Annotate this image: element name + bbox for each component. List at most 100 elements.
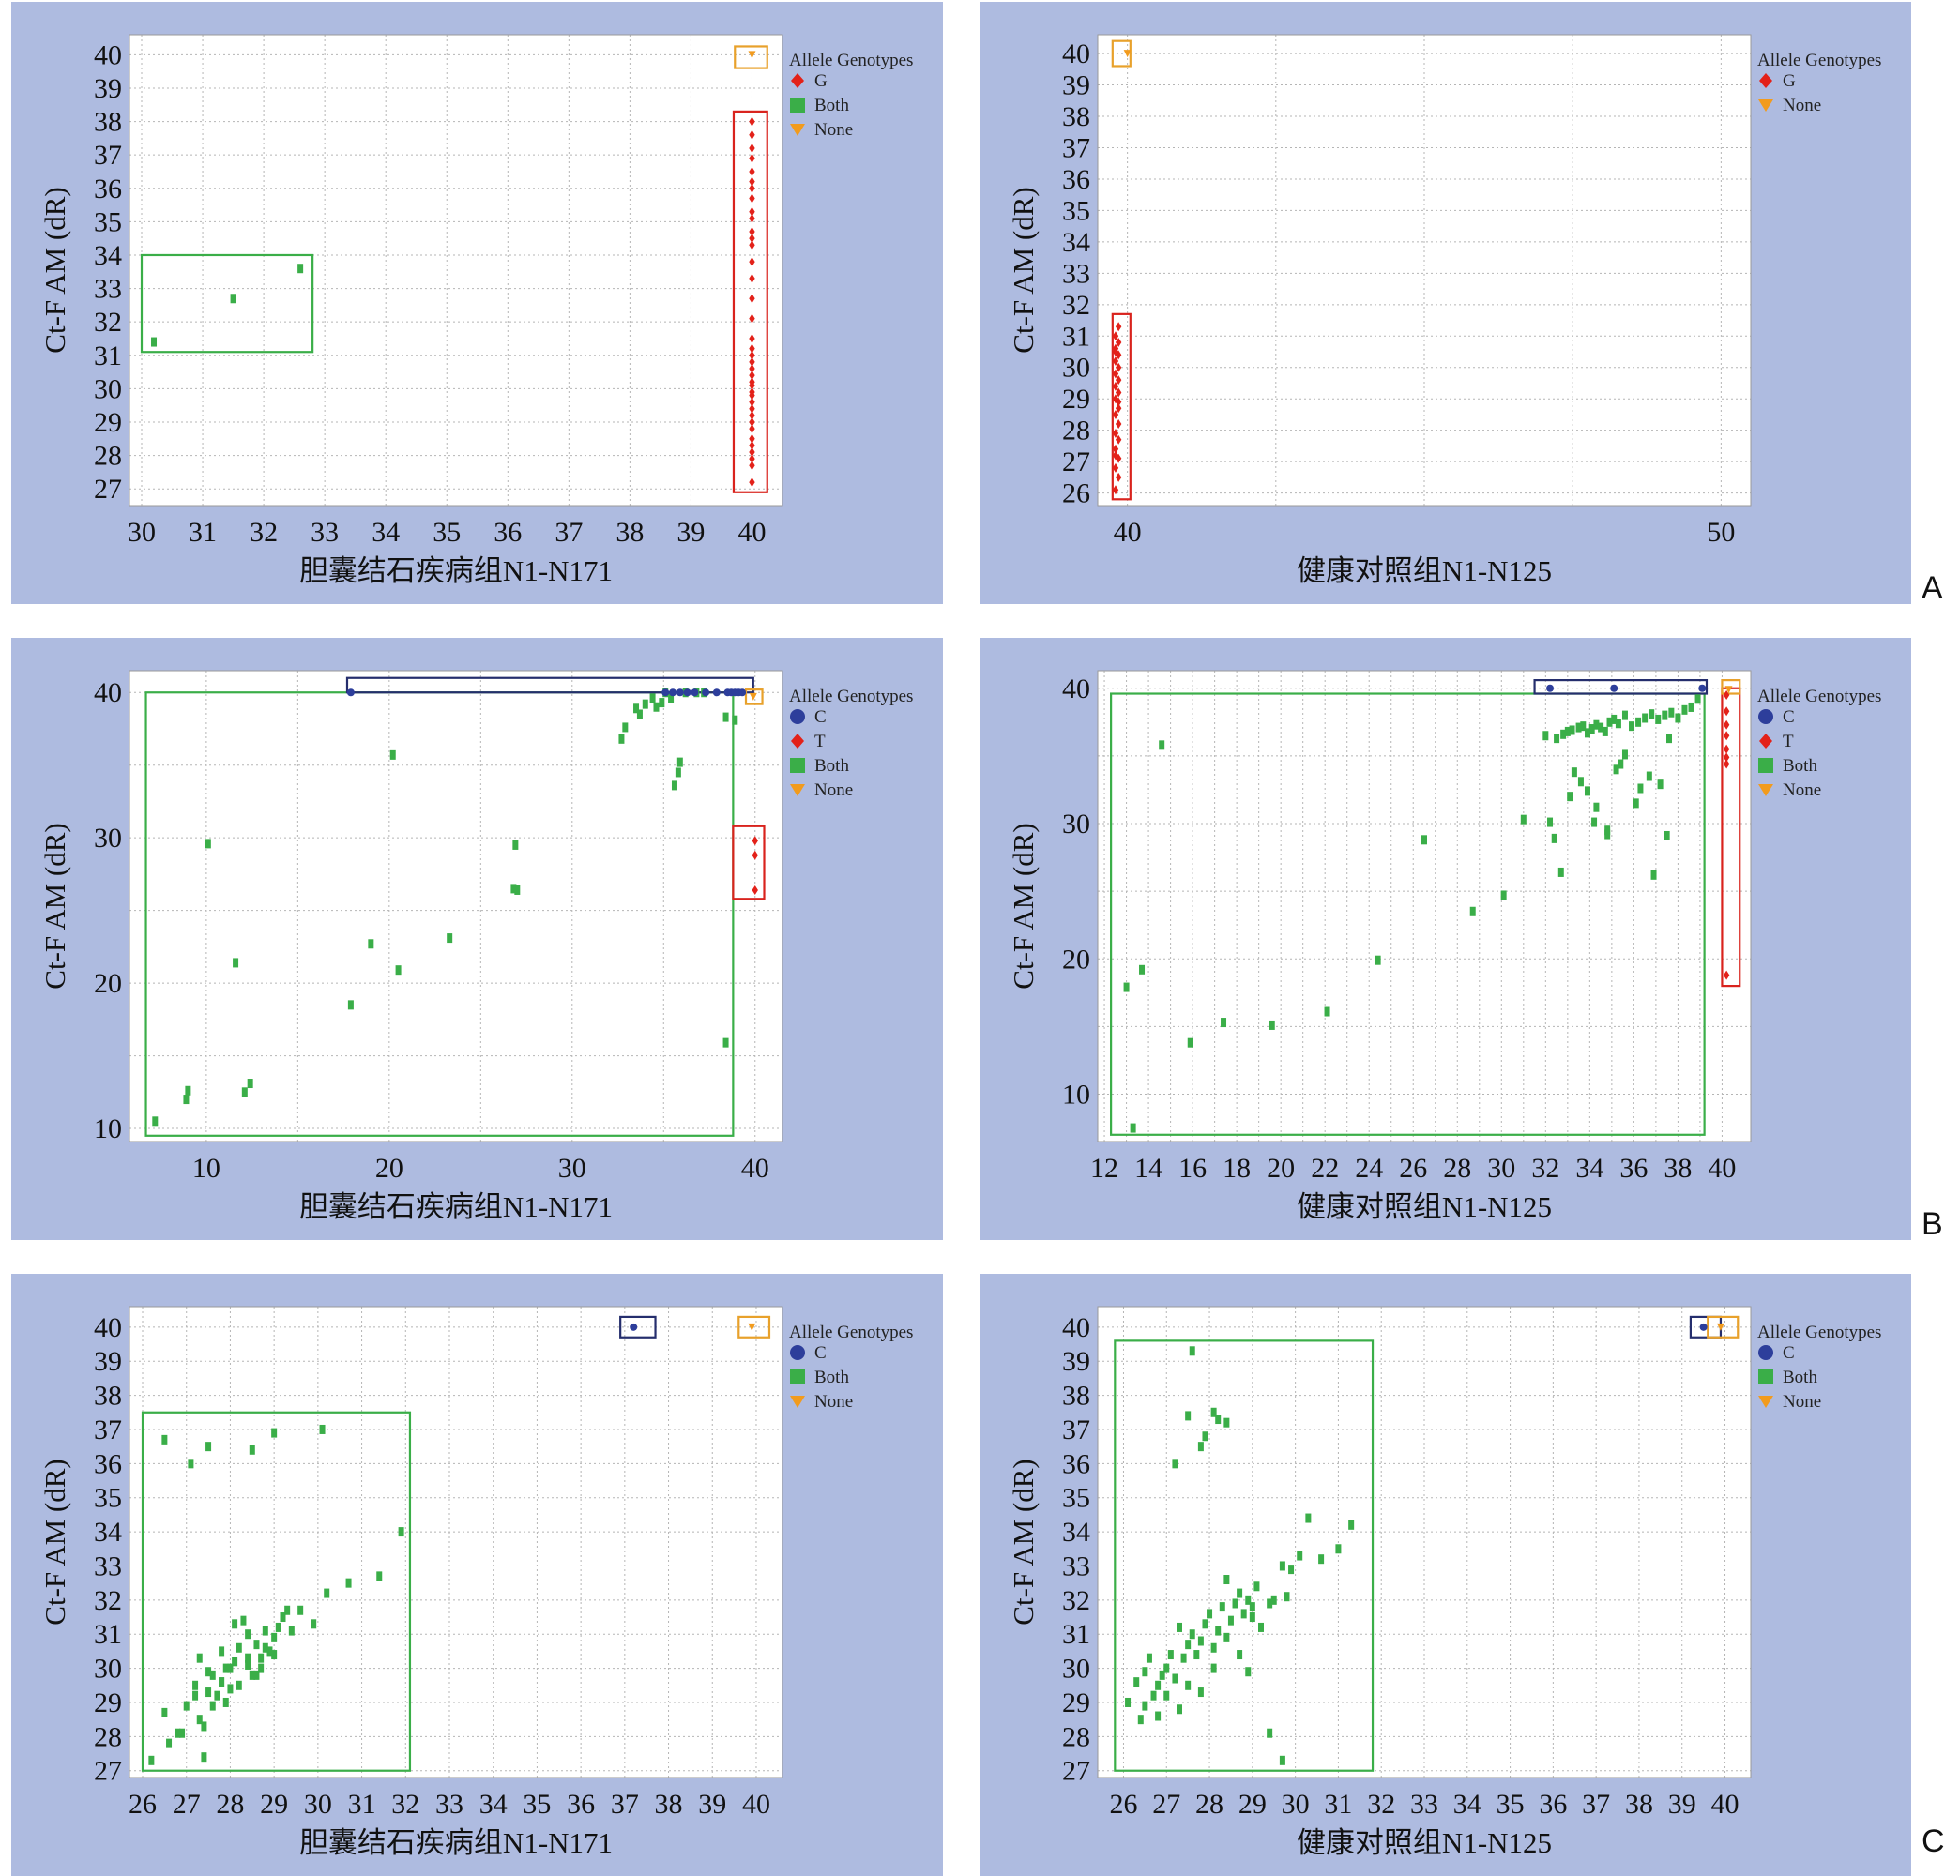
x-tick-label: 12 — [1090, 1153, 1118, 1184]
point-both — [275, 1622, 281, 1632]
point-both — [253, 1640, 260, 1650]
point-both — [1215, 1626, 1222, 1636]
point-both — [1123, 982, 1130, 992]
y-tick-label: 40 — [1062, 38, 1090, 69]
x-tick-label: 40 — [737, 517, 766, 548]
point-g — [749, 333, 755, 343]
x-tick-label: 10 — [192, 1153, 220, 1184]
x-tick-label: 29 — [260, 1789, 288, 1820]
point-both — [1150, 1690, 1157, 1701]
y-axis-label: Ct-F AM (dR) — [1007, 823, 1040, 989]
point-both — [175, 1728, 181, 1738]
point-g — [1112, 444, 1119, 454]
point-both — [1613, 764, 1619, 775]
point-both — [1197, 1636, 1204, 1646]
y-tick-label: 37 — [94, 1415, 122, 1445]
point-g — [749, 213, 755, 223]
plot-area — [129, 1307, 782, 1778]
point-both — [1163, 1663, 1170, 1673]
scatter-plot-c-right: 26 27 28 29 30 31 32 33 34 35 36 37 38 39 402728293031… — [1007, 1306, 1881, 1859]
y-tick-label: 10 — [94, 1113, 122, 1144]
point-both — [1618, 759, 1624, 769]
scatter-plot-b-right: 12 14 16 18 20 22 24 26 28 30 32 34 36 38 40 10 20 30 40 健康… — [1007, 670, 1881, 1223]
point-both — [512, 840, 519, 850]
chart-panel-c-right: 26 27 28 29 30 31 32 33 34 35 36 37 38 39 40 27 28 29 30 31… — [980, 1274, 1911, 1876]
point-both — [1227, 1615, 1234, 1626]
point-both — [1189, 1346, 1195, 1356]
point-both — [1598, 722, 1604, 733]
point-both — [1177, 1704, 1182, 1715]
chart-panel-c-left: 26 27 28 29 30 31 32 33 34 35 36 37 38 39 40 27 28 29 30 31… — [11, 1274, 943, 1876]
data-points — [151, 51, 756, 488]
legend-label-both: Both — [814, 96, 849, 115]
point-g — [1112, 369, 1119, 379]
x-tick-label: 50 — [1707, 517, 1735, 548]
cluster-box-both — [1110, 692, 1706, 1136]
y-tick-label: 31 — [94, 340, 122, 371]
legend-label-t: T — [1783, 732, 1794, 751]
point-g — [749, 380, 755, 390]
chart-panel-b-right: 12 14 16 18 20 22 24 26 28 30 32 34 36 38 40 10 20 30 40 健康… — [980, 638, 1911, 1240]
point-g — [749, 424, 755, 434]
y-tick-label: 34 — [94, 240, 122, 271]
cluster-box-g — [1111, 312, 1132, 501]
point-both — [1258, 1622, 1264, 1632]
y-tick-label: 38 — [94, 1381, 122, 1412]
cluster-box-none — [744, 688, 764, 705]
point-both — [1193, 1650, 1200, 1660]
x-tick-label: 27 — [1152, 1789, 1180, 1820]
x-axis-label: 健康对照组N1-N125 — [1297, 554, 1552, 587]
point-both — [1187, 1037, 1193, 1048]
point-both — [205, 1687, 212, 1698]
point-g — [749, 397, 755, 407]
y-axis-label: Ct-F AM (dR) — [38, 1459, 71, 1625]
point-both — [1585, 728, 1590, 738]
point-both — [1240, 1609, 1247, 1619]
point-c — [676, 688, 684, 697]
point-both — [676, 757, 683, 767]
point-both — [236, 1680, 242, 1690]
g-icon — [1759, 73, 1772, 88]
point-both — [1202, 1431, 1208, 1442]
point-both — [166, 1738, 173, 1748]
y-tick-label: 35 — [1062, 195, 1090, 226]
point-both — [1585, 786, 1590, 796]
y-tick-label: 27 — [1062, 1756, 1090, 1787]
legend-label-none: None — [814, 120, 853, 140]
x-tick-label: 40 — [1708, 1153, 1736, 1184]
point-g — [749, 461, 755, 471]
point-c — [683, 688, 691, 697]
point-both — [1542, 731, 1549, 741]
point-none — [1724, 686, 1733, 694]
point-both — [1469, 906, 1476, 916]
none-icon — [1758, 1396, 1773, 1408]
y-tick-label: 31 — [94, 1619, 122, 1650]
point-both — [245, 1653, 251, 1663]
y-tick-label: 34 — [1062, 227, 1090, 258]
legend-label-none: None — [1783, 780, 1821, 800]
y-tick-label: 34 — [1062, 1517, 1090, 1548]
point-both — [1267, 1728, 1273, 1738]
y-tick-label: 35 — [94, 1483, 122, 1514]
point-both — [1649, 709, 1655, 719]
point-c — [1698, 684, 1707, 692]
tick-labels: 10 20 30 40 10 20 30 40 — [94, 677, 769, 1184]
x-tick-label: 31 — [189, 517, 217, 548]
x-tick-label: 40 — [1711, 1789, 1740, 1820]
point-g — [749, 454, 755, 464]
point-both — [311, 1619, 317, 1629]
point-both — [1137, 1715, 1144, 1725]
point-both — [1159, 740, 1165, 750]
x-tick-label: 40 — [1114, 517, 1142, 548]
y-tick-label: 40 — [1062, 673, 1090, 704]
point-both — [222, 1697, 229, 1707]
point-g — [749, 440, 755, 450]
point-g — [1112, 485, 1119, 495]
point-both — [262, 1642, 268, 1653]
point-both — [319, 1424, 326, 1434]
point-both — [1421, 835, 1427, 845]
point-both — [633, 704, 640, 714]
y-tick-label: 37 — [94, 140, 122, 171]
none-icon — [1758, 99, 1773, 112]
x-tick-label: 18 — [1223, 1153, 1251, 1184]
